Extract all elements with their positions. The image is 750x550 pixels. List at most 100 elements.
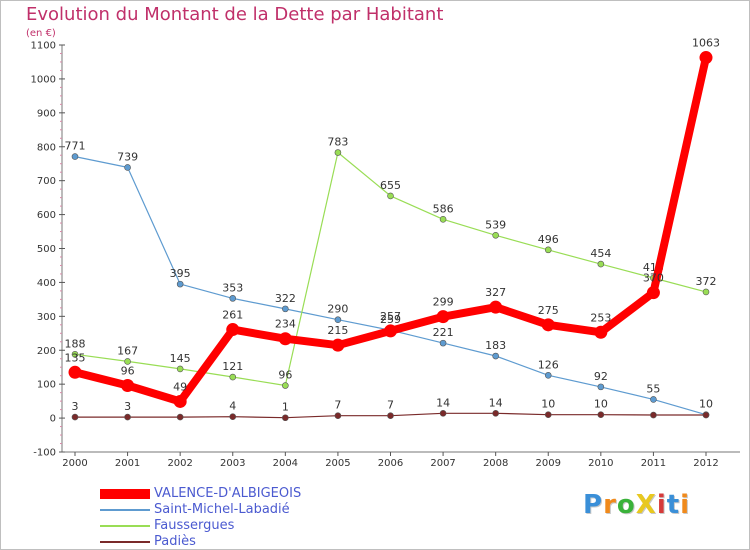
x-tick-label: 2006 — [378, 458, 403, 469]
data-label-faussergues: 372 — [696, 275, 717, 288]
data-label-valence-d-albigeois: 327 — [485, 286, 506, 299]
data-label-faussergues: 188 — [65, 337, 86, 350]
x-tick-label: 2012 — [693, 458, 718, 469]
x-tick-label: 2000 — [62, 458, 87, 469]
data-label-faussergues: 121 — [222, 360, 243, 373]
data-point-faussergues — [387, 192, 394, 200]
data-label-valence-d-albigeois: 49 — [173, 380, 187, 393]
data-label-padies: 7 — [334, 399, 341, 412]
data-label-saint-michel-labadie: 739 — [117, 150, 138, 163]
data-label-valence-d-albigeois: 257 — [380, 310, 401, 323]
data-point-valence-d-albigeois — [173, 394, 187, 408]
data-label-padies: 3 — [72, 400, 79, 413]
legend-swatch-faussergues — [100, 525, 150, 527]
data-label-valence-d-albigeois: 253 — [590, 311, 611, 324]
x-tick-label: 2005 — [325, 458, 350, 469]
y-tick-label: 1000 — [31, 74, 56, 85]
logo-letter: i — [656, 490, 667, 520]
data-point-padies — [702, 411, 710, 419]
data-label-saint-michel-labadie: 92 — [594, 370, 608, 383]
data-point-padies — [439, 410, 447, 417]
data-point-faussergues — [702, 288, 710, 296]
data-label-faussergues: 586 — [433, 202, 454, 215]
chart-legend: VALENCE-D'ALBIGEOIS Saint-Michel-Labadié… — [100, 486, 400, 550]
data-label-faussergues: 655 — [380, 179, 401, 192]
data-label-saint-michel-labadie: 395 — [170, 267, 191, 280]
legend-label-padies: Padiès — [154, 534, 196, 549]
data-point-faussergues — [229, 373, 237, 381]
y-tick-label: 600 — [37, 210, 56, 221]
data-label-padies: 14 — [489, 396, 503, 409]
logo-letter: i — [680, 490, 691, 520]
legend-item-padies: Padiès — [100, 534, 400, 550]
y-tick-label: 400 — [37, 278, 56, 289]
x-tick-label: 2011 — [641, 458, 666, 469]
data-label-faussergues: 454 — [590, 247, 611, 260]
data-point-valence-d-albigeois — [226, 323, 240, 337]
x-tick-label: 2001 — [115, 458, 140, 469]
y-tick-label: 700 — [37, 176, 56, 187]
data-point-saint-michel-labadie — [282, 305, 289, 313]
logo-letter: o — [616, 490, 636, 520]
data-label-saint-michel-labadie: 771 — [65, 140, 86, 153]
legend-swatch-padies — [100, 541, 150, 543]
legend-label-saint-michel-labadie: Saint-Michel-Labadié — [154, 502, 290, 517]
y-tick-label: 100 — [37, 380, 56, 391]
data-point-valence-d-albigeois — [489, 300, 503, 314]
legend-item-saint-michel-labadie: Saint-Michel-Labadié — [100, 502, 400, 518]
data-point-saint-michel-labadie — [544, 372, 552, 379]
data-point-faussergues — [282, 382, 289, 389]
data-point-faussergues — [71, 351, 79, 358]
legend-item-faussergues: Faussergues — [100, 518, 400, 534]
data-label-saint-michel-labadie: 259 — [380, 313, 401, 326]
data-point-faussergues — [176, 365, 184, 373]
data-point-saint-michel-labadie — [439, 339, 447, 347]
data-label-faussergues: 96 — [278, 369, 292, 382]
data-point-padies — [650, 411, 657, 419]
logo-letter: P — [583, 490, 604, 520]
data-label-saint-michel-labadie: 183 — [485, 339, 506, 352]
data-label-valence-d-albigeois: 234 — [275, 318, 296, 331]
data-point-saint-michel-labadie — [492, 352, 499, 360]
data-label-saint-michel-labadie: 55 — [646, 382, 660, 395]
x-tick-label: 2009 — [536, 458, 561, 469]
y-tick-label: 800 — [37, 142, 56, 153]
data-label-valence-d-albigeois: 299 — [433, 296, 454, 309]
x-tick-label: 2010 — [588, 458, 613, 469]
data-label-faussergues: 539 — [485, 218, 506, 231]
data-label-padies: 7 — [387, 399, 394, 412]
data-label-faussergues: 145 — [170, 352, 191, 365]
data-point-valence-d-albigeois — [278, 332, 292, 346]
legend-item-valence: VALENCE-D'ALBIGEOIS — [100, 486, 400, 502]
proxiti-logo: ProXiti — [583, 490, 690, 520]
data-label-saint-michel-labadie: 353 — [222, 281, 243, 294]
data-label-valence-d-albigeois: 96 — [121, 365, 135, 378]
y-tick-label: 200 — [37, 346, 56, 357]
x-tick-label: 2007 — [430, 458, 455, 469]
data-label-saint-michel-labadie: 10 — [699, 398, 713, 411]
data-point-padies — [387, 412, 394, 420]
data-point-valence-d-albigeois — [384, 324, 397, 338]
x-tick-label: 2002 — [167, 458, 192, 469]
x-tick-label: 2004 — [273, 458, 298, 469]
legend-swatch-valence — [100, 489, 150, 499]
data-point-padies — [71, 413, 79, 421]
y-tick-label: -100 — [33, 448, 56, 459]
data-label-padies: 1 — [282, 401, 289, 414]
data-point-faussergues — [492, 231, 499, 239]
data-label-faussergues: 496 — [538, 233, 559, 246]
data-label-padies: 3 — [124, 400, 131, 413]
data-point-saint-michel-labadie — [71, 153, 79, 160]
data-point-saint-michel-labadie — [176, 280, 184, 288]
data-label-valence-d-albigeois: 261 — [222, 309, 243, 322]
data-label-valence-d-albigeois: 370 — [643, 272, 664, 285]
data-label-padies: 10 — [541, 398, 555, 411]
data-point-faussergues — [439, 216, 447, 223]
data-point-saint-michel-labadie — [124, 164, 131, 171]
series-line-valence-d-albigeois — [71, 53, 710, 406]
legend-swatch-saint-michel-labadie — [100, 509, 150, 511]
data-point-faussergues — [124, 358, 131, 365]
data-point-padies — [544, 411, 552, 418]
